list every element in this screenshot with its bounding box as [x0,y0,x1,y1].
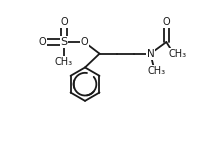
Text: S: S [60,37,67,47]
Text: O: O [60,17,68,27]
Text: O: O [163,17,170,27]
Text: O: O [38,37,46,47]
Text: CH₃: CH₃ [55,57,73,67]
Text: CH₃: CH₃ [148,66,166,76]
Text: O: O [80,37,88,47]
Text: N: N [146,49,154,59]
Text: CH₃: CH₃ [168,49,186,59]
